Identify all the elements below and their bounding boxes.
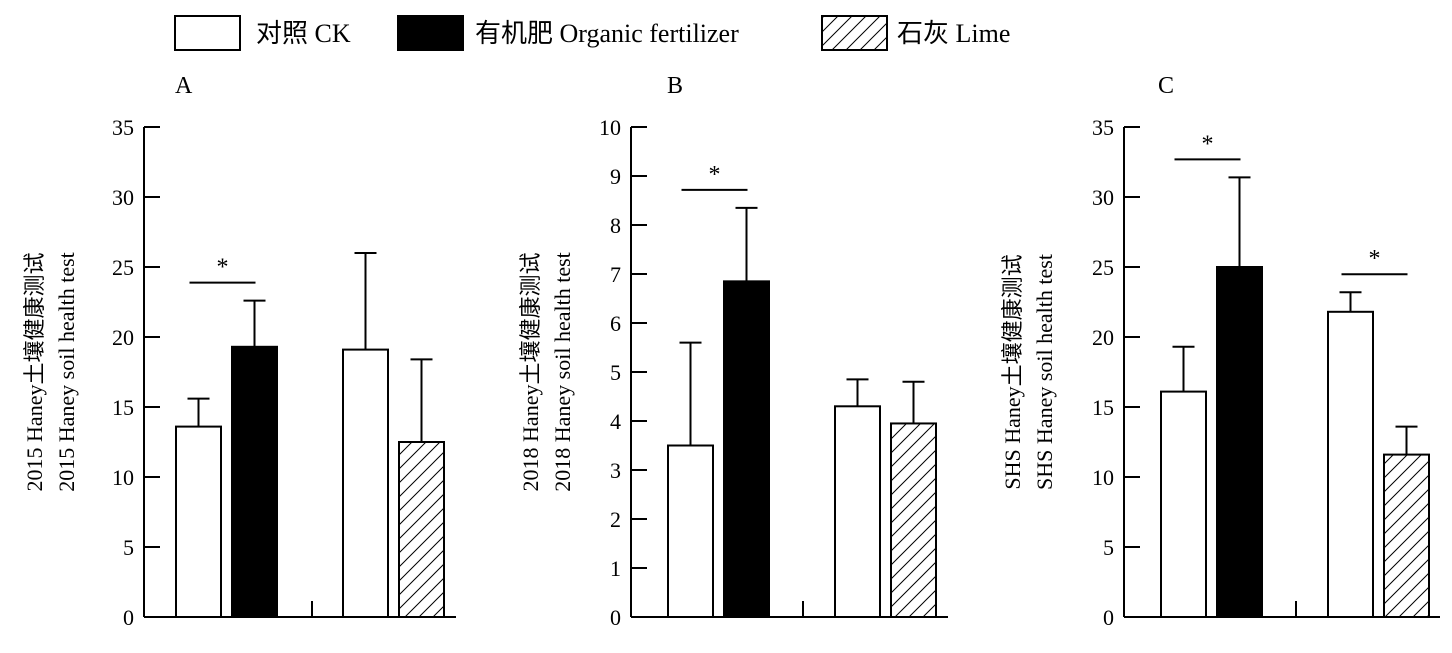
y-tick-label-a-0: 0 — [123, 605, 134, 630]
y-tick-label-c-35: 35 — [1092, 115, 1114, 140]
bar-c-1-1 — [1383, 453, 1430, 618]
legend-swatch-lime — [821, 15, 888, 51]
y-axis-label-a-line1: 2015 Haney土壤健康测试 — [22, 253, 47, 492]
significance-mark-c-0: * — [1202, 131, 1214, 157]
y-tick-label-b-1: 1 — [610, 556, 621, 581]
y-tick-label-b-2: 2 — [610, 507, 621, 532]
y-axis-label-c-line1: SHS Haney土壤健康测试 — [1000, 254, 1025, 489]
y-tick-label-b-8: 8 — [610, 213, 621, 238]
y-axis-label-c-line2: SHS Haney soil health test — [1032, 254, 1057, 490]
y-tick-label-a-25: 25 — [112, 255, 134, 280]
bar-a-0-0 — [175, 425, 222, 618]
bar-b-0-0 — [667, 444, 714, 618]
y-tick-label-c-5: 5 — [1103, 535, 1114, 560]
legend-label-lime: 石灰 Lime — [897, 19, 1010, 48]
y-axis-label-b-line2: 2018 Haney soil health test — [550, 252, 575, 492]
bar-a-1-1 — [398, 441, 445, 618]
y-axis-label-b-line1: 2018 Haney土壤健康测试 — [518, 253, 543, 492]
y-tick-label-a-10: 10 — [112, 465, 134, 490]
bar-a-0-1 — [231, 345, 278, 618]
y-tick-label-b-7: 7 — [610, 262, 621, 287]
legend-label-ck: 对照 CK — [256, 19, 351, 48]
panel-letter-a: A — [175, 73, 193, 99]
y-axis-label-a-line2: 2015 Haney soil health test — [54, 252, 79, 492]
significance-mark-a-0: * — [217, 255, 229, 281]
significance-mark-b-0: * — [709, 162, 721, 188]
panel-letter-b: B — [667, 73, 683, 99]
panel-letter-c: C — [1158, 73, 1174, 99]
bar-b-1-1 — [890, 422, 937, 619]
significance-mark-c-1: * — [1369, 246, 1381, 272]
legend-item-ck: 对照 CK — [174, 15, 351, 51]
panel-b: B 2018 Haney土壤健康测试 2018 Haney soil healt… — [518, 73, 948, 630]
bar-b-0-1 — [723, 280, 770, 618]
y-tick-label-b-10: 10 — [599, 115, 621, 140]
y-tick-label-c-25: 25 — [1092, 255, 1114, 280]
bar-c-0-1 — [1216, 266, 1263, 618]
y-tick-label-a-15: 15 — [112, 395, 134, 420]
y-tick-label-a-5: 5 — [123, 535, 134, 560]
panel-c: C SHS Haney土壤健康测试 SHS Haney soil health … — [1000, 73, 1440, 630]
y-tick-label-b-4: 4 — [610, 409, 621, 434]
legend-swatch-ck — [174, 15, 241, 51]
y-tick-label-c-15: 15 — [1092, 395, 1114, 420]
panel-a: A 2015 Haney土壤健康测试 2015 Haney soil healt… — [22, 73, 456, 630]
y-tick-label-c-30: 30 — [1092, 185, 1114, 210]
bar-a-1-0 — [342, 348, 389, 618]
y-tick-label-b-5: 5 — [610, 360, 621, 385]
y-tick-label-c-10: 10 — [1092, 465, 1114, 490]
y-tick-label-c-20: 20 — [1092, 325, 1114, 350]
y-tick-label-a-30: 30 — [112, 185, 134, 210]
legend-swatch-organic — [397, 15, 464, 51]
y-tick-label-a-35: 35 — [112, 115, 134, 140]
y-tick-label-c-0: 0 — [1103, 605, 1114, 630]
legend-item-lime: 石灰 Lime — [821, 15, 1010, 51]
y-tick-label-b-6: 6 — [610, 311, 621, 336]
y-tick-label-b-3: 3 — [610, 458, 621, 483]
y-tick-label-b-9: 9 — [610, 164, 621, 189]
bar-c-0-0 — [1160, 390, 1207, 618]
legend: 对照 CK 有机肥 Organic fertilizer 石灰 Lime — [174, 15, 1010, 51]
bar-b-1-0 — [834, 405, 881, 618]
legend-item-organic: 有机肥 Organic fertilizer — [397, 15, 739, 51]
legend-label-organic: 有机肥 Organic fertilizer — [475, 19, 739, 48]
y-tick-label-a-20: 20 — [112, 325, 134, 350]
y-tick-label-b-0: 0 — [610, 605, 621, 630]
bar-c-1-0 — [1327, 310, 1374, 618]
